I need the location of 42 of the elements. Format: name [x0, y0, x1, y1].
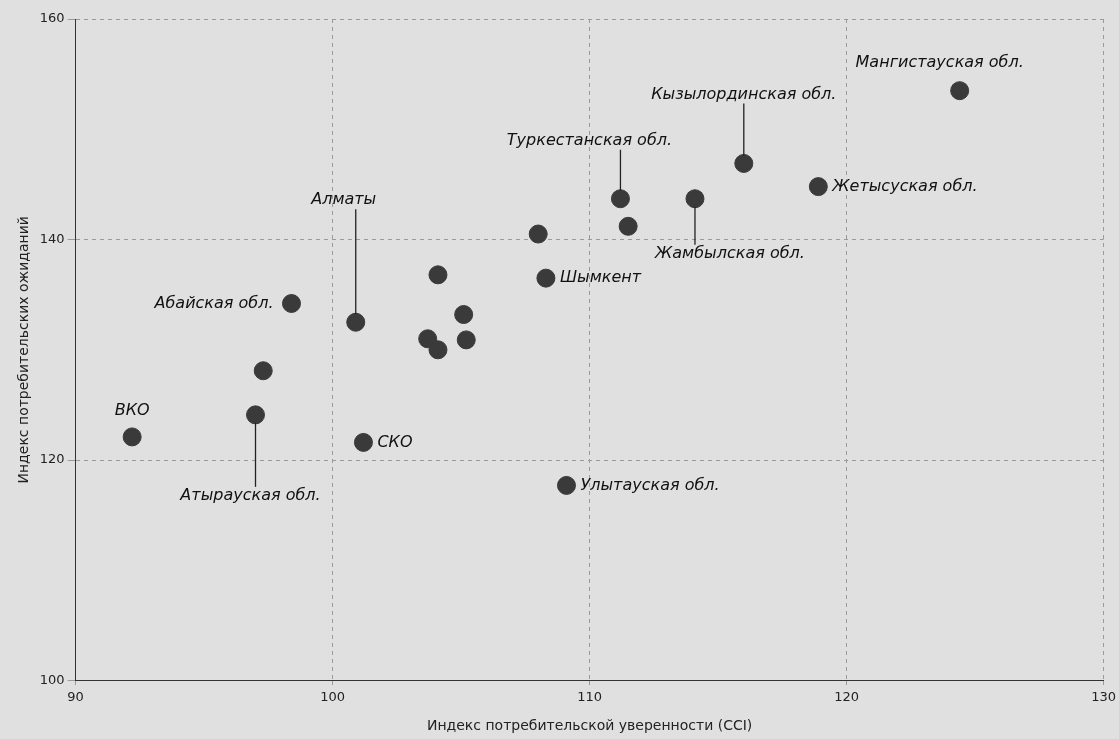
point: [246, 405, 266, 425]
annotation: СКО: [377, 431, 413, 451]
annotation: Жетысуская обл.: [831, 175, 978, 195]
point: [618, 216, 638, 236]
x-tick-label: 130: [1091, 688, 1117, 704]
annotation: Мангистауская обл.: [855, 51, 1024, 71]
point: [428, 340, 448, 360]
point: [428, 265, 448, 285]
x-tick-label: 120: [834, 688, 860, 704]
annotation: Шымкент: [559, 267, 642, 287]
annotation: Кызылординская обл.: [651, 83, 837, 103]
x-axis-title: Индекс потребительской уверенности (CCI): [426, 717, 753, 734]
point: [808, 177, 828, 197]
point: [281, 293, 301, 313]
annotation: Атырауская обл.: [179, 485, 321, 505]
point: [528, 224, 548, 244]
annotation: Улытауская обл.: [580, 474, 720, 494]
point: [610, 189, 630, 209]
annotation: ВКО: [114, 400, 150, 420]
y-tick-label: 140: [39, 230, 65, 246]
y-tick-label: 120: [39, 451, 65, 467]
point: [536, 268, 556, 288]
point: [950, 81, 970, 101]
y-axis-title: Индекс потребительских ожиданий: [15, 216, 32, 484]
point: [454, 305, 474, 325]
annotation: Абайская обл.: [153, 292, 274, 312]
x-tick-label: 100: [320, 688, 346, 704]
y-tick-label: 100: [39, 671, 65, 687]
x-tick-label: 90: [67, 688, 84, 704]
point: [346, 312, 366, 332]
point: [253, 361, 273, 381]
point: [456, 330, 476, 350]
y-tick-label: 160: [39, 10, 65, 26]
point: [122, 427, 142, 447]
point: [734, 153, 754, 173]
x-tick-label: 110: [577, 688, 603, 704]
annotation: Туркестанская обл.: [506, 129, 673, 149]
annotation: Алматы: [310, 189, 377, 209]
point: [556, 475, 576, 495]
point: [353, 432, 373, 452]
annotation: Жамбылская обл.: [654, 242, 805, 262]
point: [685, 189, 705, 209]
